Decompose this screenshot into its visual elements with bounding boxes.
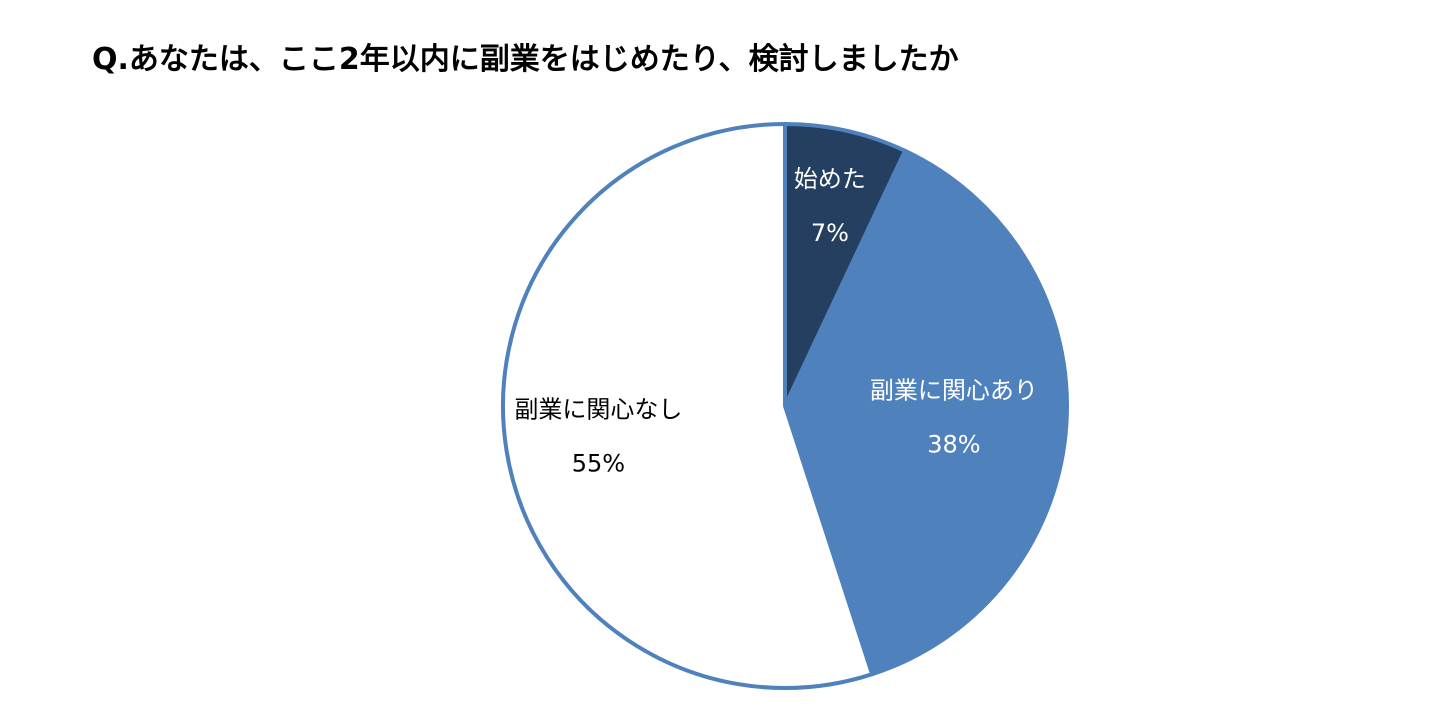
slice-label-2: 副業に関心あり (870, 377, 1038, 405)
pie-slice-2 (783, 148, 1069, 677)
pie-slice-1 (783, 122, 908, 408)
pie-slice-3 (501, 122, 875, 690)
slice-value-label-2: 38% (927, 431, 980, 459)
slice-label-1: 始めた (794, 165, 866, 193)
slice-value-label-1: 7% (811, 219, 849, 247)
chart-title: Q.あなたは、ここ2年以内に副業をはじめたり、検討しましたか (92, 42, 959, 77)
pie-labels: 始めた 7% 副業に関心あり 38% 副業に関心なし 55% (514, 165, 1038, 478)
slice-label-3: 副業に関心なし (514, 396, 682, 424)
pie-slices (501, 122, 1069, 690)
slice-value-label-3: 55% (572, 450, 625, 478)
